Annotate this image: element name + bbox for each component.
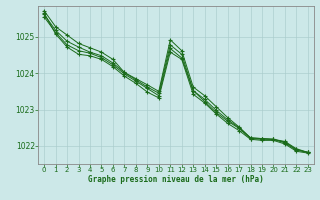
- X-axis label: Graphe pression niveau de la mer (hPa): Graphe pression niveau de la mer (hPa): [88, 175, 264, 184]
